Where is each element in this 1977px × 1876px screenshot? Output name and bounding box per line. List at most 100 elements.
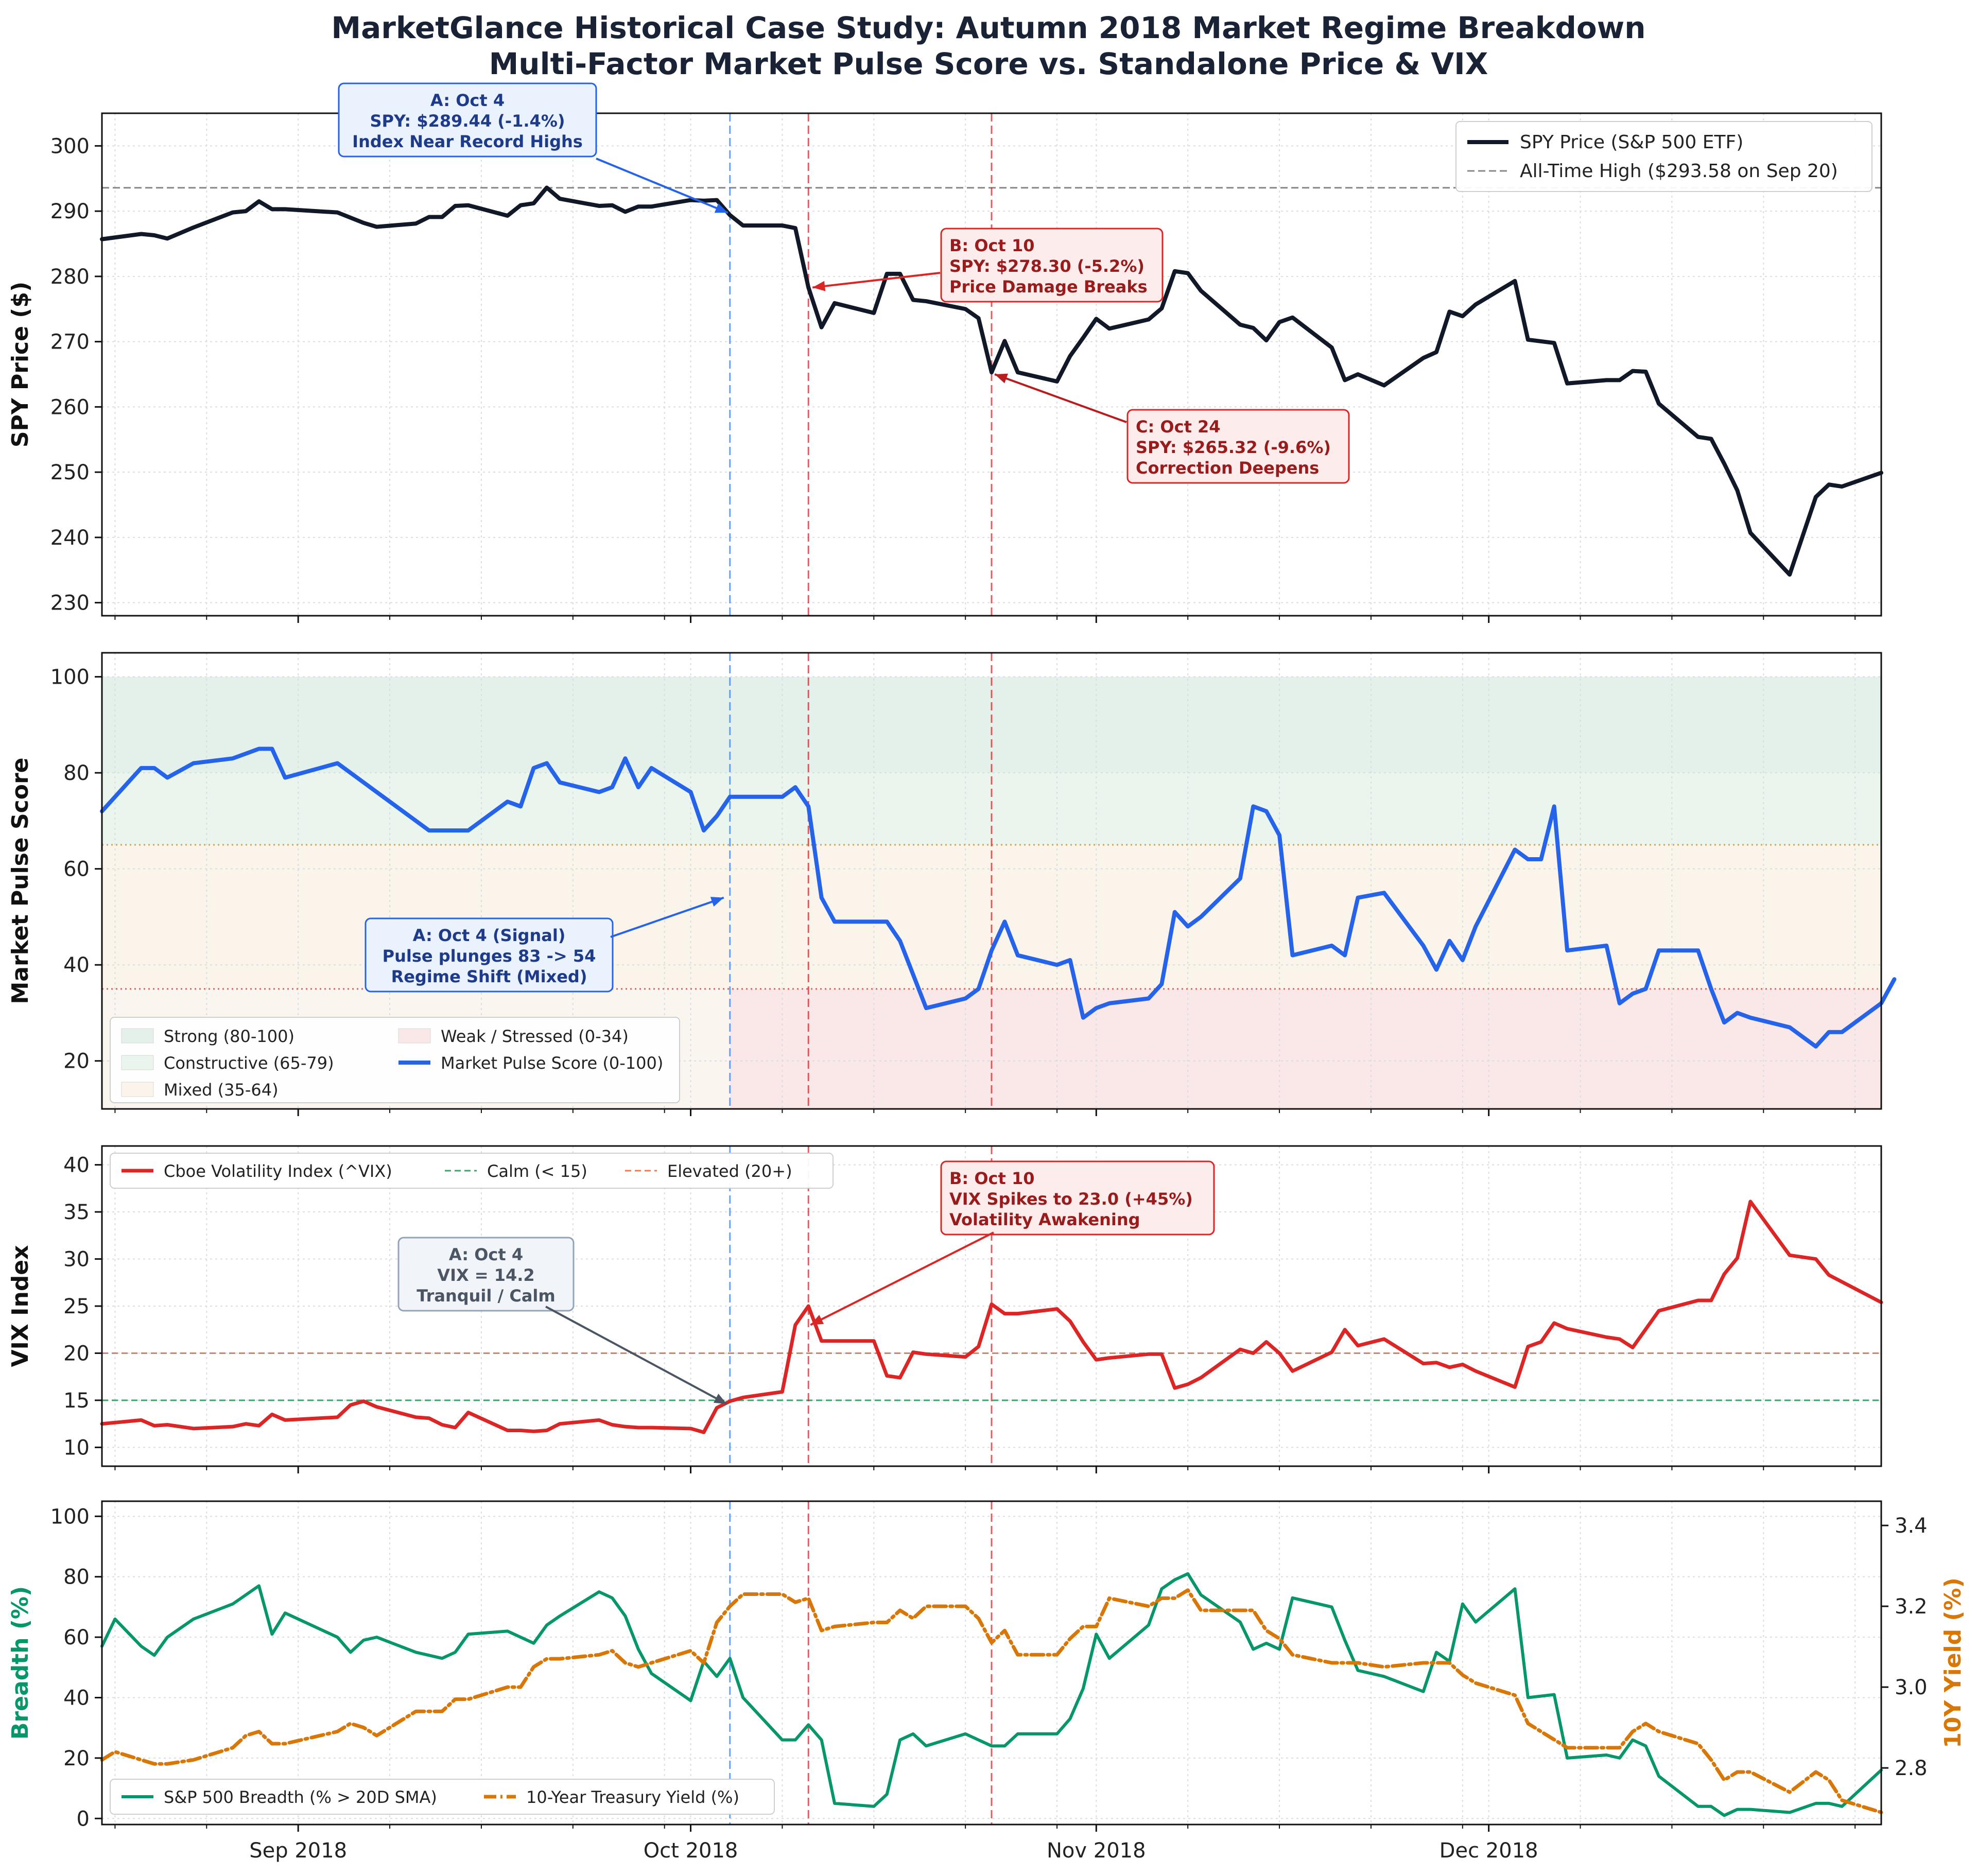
breadth-y-tick-label: 60 [63,1626,90,1649]
legend-label-pulse: Market Pulse Score (0-100) [441,1053,663,1073]
price-annotation-c-arrow-shaft [994,373,1127,423]
vix-annotation-a-line: VIX = 14.2 [437,1265,534,1285]
pulse-y-tick-label: 40 [63,953,90,977]
legend-label-mixed: Mixed (35-64) [164,1080,279,1100]
price-annotation-b-line: SPY: $278.30 (-5.2%) [949,256,1144,276]
vix-y-tick-label: 20 [63,1342,90,1365]
breadth-y-tick-label: 100 [50,1505,90,1528]
breadth-y2-tick-label: 3.4 [1895,1514,1928,1538]
price-annotation-c-box [1126,409,1350,484]
breadth-y-tick-label: 40 [63,1686,90,1710]
vix-annotation-b-line: B: Oct 10 [949,1169,1034,1188]
vix-y-tick-label: 30 [63,1248,90,1272]
vix-annotation-b-box [940,1160,1215,1236]
legend-label-strong: Strong (80-100) [164,1027,294,1046]
breadth-y-tick-label: 0 [77,1807,90,1831]
weak-zone-band [730,988,1881,1109]
pulse-annotation-a-line: Pulse plunges 83 -> 54 [383,946,596,966]
vix-y-tick-label: 15 [63,1389,90,1413]
pulse-score-line [100,746,1897,1049]
price-annotation-a-line: SPY: $289.44 (-1.4%) [370,111,565,131]
vix-annotation-b-line: Volatility Awakening [949,1210,1140,1229]
pulse-panel: 20 40 60 80 100 Market Pulse Score Strong (80-… [7,652,1897,1116]
vix-y-tick-label: 25 [63,1295,90,1318]
legend-swatch-weak [398,1028,431,1044]
price-y-tick-label: 250 [50,461,90,484]
legend-label-elevated: Elevated (20+) [667,1161,792,1181]
price-annotation-a-arrow-head [714,203,728,213]
price-annotation-b-line: B: Oct 10 [949,236,1034,255]
price-panel: 230 240 250 260 270 280 290 300 SPY Price ($) SPY… [7,82,1883,623]
figure-title-line-2: Multi-Factor Market Pulse Score vs. Stan… [489,46,1488,81]
legend-label-vix: Cboe Volatility Index (^VIX) [164,1161,392,1181]
vix-annotation-a-arrow-head [713,1394,727,1404]
price-frame [101,112,1882,617]
breadth-y2-axis-label: 10Y Yield (%) [1940,1577,1966,1748]
vix-y-tick-label: 40 [63,1154,90,1177]
price-annotation-b-arrow-shaft [812,272,941,289]
breadth-y-tick-label: 80 [63,1566,90,1589]
legend-label-constructive: Constructive (65-79) [164,1053,334,1073]
legend-label-breadth: S&P 500 Breadth (% > 20D SMA) [164,1787,437,1807]
price-y-tick-label: 290 [50,200,90,223]
pulse-y-tick-label: 20 [63,1050,90,1073]
legend-swatch-strong [121,1028,154,1044]
price-annotation-c-line: SPY: $265.32 (-9.6%) [1136,438,1331,457]
figure-title-line-1: MarketGlance Historical Case Study: Autu… [331,10,1645,45]
price-annotation-a-line: Index Near Record Highs [352,132,583,151]
legend-label-spy: SPY Price (S&P 500 ETF) [1520,132,1743,153]
breadth-frame [101,1500,1882,1826]
x-tick-label: Sep 2018 [249,1839,347,1863]
x-tick-label: Nov 2018 [1047,1839,1146,1863]
pulse-annotation-a-arrow-head [710,897,724,907]
x-tick-label: Dec 2018 [1440,1839,1538,1863]
vix-y-axis-label: VIX Index [7,1245,33,1367]
legend-label-ath: All-Time High ($293.58 on Sep 20) [1520,161,1838,182]
price-annotation-c-line: C: Oct 24 [1136,417,1221,437]
pulse-annotation-a-arrow-shaft [610,896,724,938]
breadth-legend-frame [110,1779,775,1815]
vix-annotation-a-arrow-shaft [545,1306,727,1405]
price-annotation-c-line: Correction Deepens [1136,458,1319,478]
legend-label-weak: Weak / Stressed (0-34) [441,1027,629,1046]
breadth-y2-tick-label: 3.0 [1895,1676,1928,1699]
price-annotation-b-box [940,228,1164,303]
pulse-y-axis-label: Market Pulse Score [7,758,33,1004]
price-annotation-a-box [338,82,597,158]
pulse-y-tick-label: 60 [63,858,90,881]
vix-annotation-b-arrow-shaft [810,1231,994,1326]
pulse-y-tick-label: 100 [50,666,90,689]
vix-panel: 10 15 20 25 30 35 40 VIX Index Cboe Volatility I… [7,1145,1883,1473]
breadth-panel: 0 20 40 60 80 100 2.8 3.0 3.2 3.4 Breadth (%) 10Y Y… [7,1500,1966,1863]
vix-y-tick-label: 10 [63,1436,90,1460]
pulse-annotation-a-line: Regime Shift (Mixed) [391,967,587,986]
legend-swatch-mixed [121,1082,154,1097]
pulse-y-tick-label: 80 [63,761,90,785]
price-annotation-a-arrow-shaft [596,158,729,214]
spy-price-line [100,185,1883,577]
vix-annotation-b-arrow-head [810,1314,824,1325]
price-annotation-b-line: Price Damage Breaks [949,277,1148,297]
breadth-y-tick-label: 20 [63,1747,90,1770]
price-annotation-c-arrow-head [995,373,1008,384]
breadth-y-axis-label: Breadth (%) [7,1586,33,1740]
legend-label-calm: Calm (< 15) [487,1161,587,1181]
price-y-axis-label: SPY Price ($) [7,282,33,447]
price-legend-frame [1455,121,1872,192]
price-y-tick-label: 230 [50,592,90,615]
pulse-frame [101,652,1882,1110]
pulse-annotation-a-line: A: Oct 4 (Signal) [413,926,566,945]
vix-y-tick-label: 35 [63,1201,90,1224]
breadth-y2-tick-label: 3.2 [1895,1595,1928,1619]
vix-annotation-a-line: Tranquil / Calm [417,1286,555,1306]
price-annotation-b-arrow-head [812,281,826,291]
breadth-y2-tick-label: 2.8 [1895,1757,1928,1780]
pulse-legend-frame [110,1017,680,1103]
price-y-tick-label: 270 [50,331,90,354]
price-annotation-a-line: A: Oct 4 [430,91,505,110]
price-y-tick-label: 300 [50,134,90,158]
x-tick-label: Oct 2018 [644,1839,738,1863]
price-y-tick-label: 260 [50,395,90,419]
